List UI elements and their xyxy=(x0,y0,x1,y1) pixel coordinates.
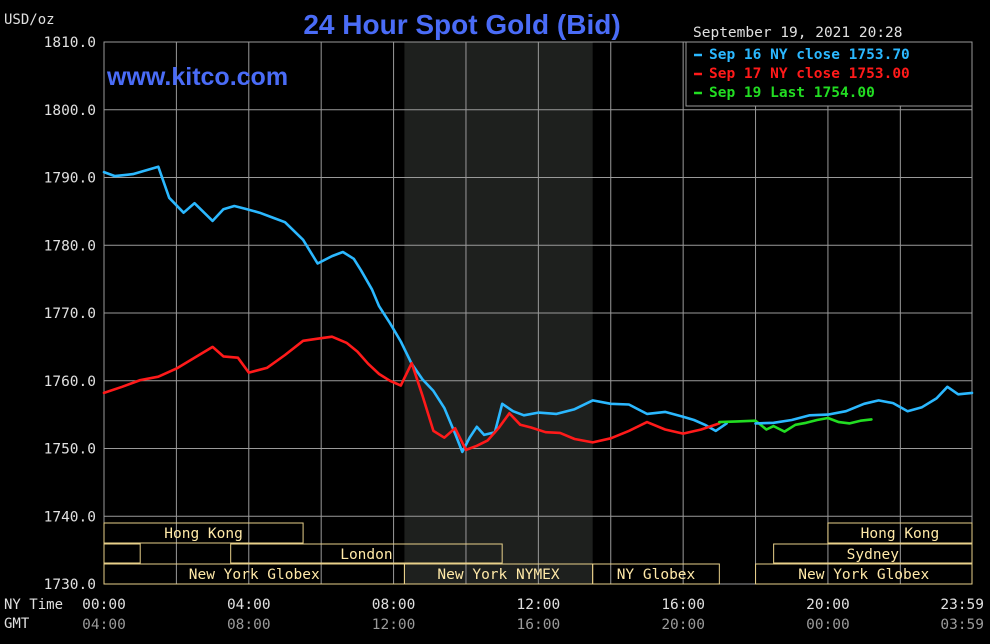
x-tick-label-gmt: 12:00 xyxy=(372,617,416,633)
y-tick-label: 1770.0 xyxy=(44,306,96,322)
session-label: NY Globex xyxy=(617,567,696,583)
price-series xyxy=(102,165,974,454)
x-tick-label-ny: 00:00 xyxy=(82,597,126,613)
y-tick-label: 1760.0 xyxy=(44,374,96,390)
x-tick-label-ny: 16:00 xyxy=(661,597,705,613)
session-label: New York Globex xyxy=(189,567,320,583)
grid-lines xyxy=(103,41,973,585)
session-box xyxy=(592,563,720,585)
legend-box xyxy=(685,41,973,107)
y-tick-label: 1740.0 xyxy=(44,509,96,525)
session-label: Hong Kong xyxy=(861,526,940,542)
legend-entry: Sep 17 NY close 1753.00 xyxy=(709,66,910,82)
x-tick-label-ny: 04:00 xyxy=(227,597,271,613)
y-axis-ticks: 1810.0 1800.0 1790.0 1780.0 1770.0 1760.0 1750… xyxy=(44,35,96,593)
timestamp: September 19, 2021 20:28 xyxy=(693,25,903,41)
session-box xyxy=(103,543,141,564)
session-label: London xyxy=(340,547,392,563)
legend: Sep 16 NY close 1753.70 Sep 17 NY close 1… xyxy=(685,41,973,107)
session-box xyxy=(827,522,973,544)
x-tick-label-ny: 08:00 xyxy=(372,597,416,613)
series-line xyxy=(754,385,974,425)
y-tick-label: 1780.0 xyxy=(44,238,96,254)
market-sessions: Hong Kong Hong Kong London Sydney New York G… xyxy=(103,522,973,585)
x-tick-label-ny: 12:00 xyxy=(517,597,561,613)
session-box xyxy=(773,543,973,564)
y-unit-label: USD/oz xyxy=(4,12,55,28)
session-box xyxy=(230,543,503,564)
ny-time-label: NY Time xyxy=(4,597,63,613)
legend-entry: Sep 16 NY close 1753.70 xyxy=(709,47,910,63)
series-line xyxy=(102,335,721,452)
x-tick-label-gmt: 00:00 xyxy=(806,617,850,633)
legend-entry: Sep 19 Last 1754.00 xyxy=(709,85,875,101)
watermark: www.kitco.com xyxy=(106,63,288,91)
chart-title: 24 Hour Spot Gold (Bid) xyxy=(303,9,620,40)
x-tick-label-gmt: 03:59 xyxy=(940,617,984,633)
x-tick-label-ny: 20:00 xyxy=(806,597,850,613)
gmt-label: GMT xyxy=(4,616,30,632)
series-line xyxy=(102,165,728,454)
y-tick-label: 1730.0 xyxy=(44,577,96,593)
session-box xyxy=(103,522,304,544)
x-tick-label-gmt: 16:00 xyxy=(517,617,561,633)
x-tick-label-gmt: 08:00 xyxy=(227,617,271,633)
session-label: New York Globex xyxy=(798,567,929,583)
x-axis-ticks: 00:00 04:00 04:00 08:00 08:00 12:00 12:00 16:00… xyxy=(82,597,984,633)
y-tick-label: 1790.0 xyxy=(44,171,96,187)
y-tick-label: 1750.0 xyxy=(44,442,96,458)
y-tick-label: 1810.0 xyxy=(44,35,96,51)
x-tick-label-gmt: 04:00 xyxy=(82,617,126,633)
x-tick-label-gmt: 20:00 xyxy=(661,617,705,633)
session-label: Sydney xyxy=(847,547,900,563)
session-label: Hong Kong xyxy=(164,526,243,542)
session-label: New York NYMEX xyxy=(437,567,559,583)
x-tick-label-ny: 23:59 xyxy=(940,597,984,613)
y-tick-label: 1800.0 xyxy=(44,103,96,119)
session-box xyxy=(755,563,973,585)
